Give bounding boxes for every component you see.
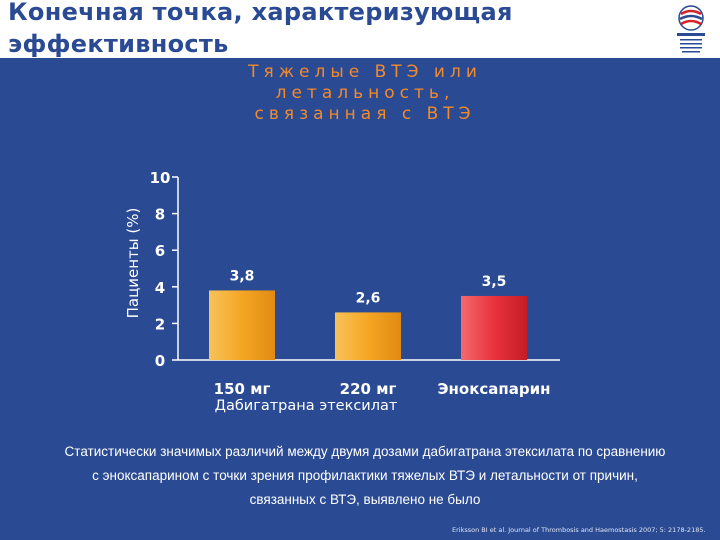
bars-group: 3,8 2,6 3,5 [209, 268, 527, 360]
conclusion-note: Статистически значимых различий между дв… [64, 444, 666, 507]
y-tick-label: 6 [155, 242, 165, 260]
bar-value-label: 3,5 [482, 274, 507, 290]
y-axis-ticks: 0 2 4 6 8 10 [150, 169, 178, 370]
y-tick-label: 4 [155, 279, 165, 297]
x-tick-label: 150 мг [214, 380, 271, 398]
x-tick-label: Эноксапарин [438, 380, 551, 398]
bar-1 [209, 290, 275, 360]
y-tick-label: 10 [150, 169, 171, 187]
bar-value-label: 2,6 [356, 290, 381, 306]
bar-3 [461, 295, 527, 360]
company-logo-icon [677, 5, 705, 53]
citation: Eriksson BI et al. Journal of Thrombosis… [452, 526, 706, 534]
bar-2 [335, 312, 401, 360]
title-bar: Конечная точка, характеризующая эффектив… [0, 0, 720, 58]
x-tick-label: 220 мг [340, 380, 397, 398]
y-axis-label: Пациенты (%) [124, 208, 142, 319]
bar-value-label: 3,8 [230, 268, 255, 284]
slide-title: Конечная точка, характеризующая эффектив… [8, 0, 513, 58]
x-axis-labels: 150 мг 220 мг Эноксапарин [214, 380, 551, 398]
chart-title: Тяжелые ВТЭ или летальность, связанная с… [248, 62, 482, 124]
y-tick-label: 0 [155, 352, 165, 370]
y-tick-label: 8 [155, 206, 165, 224]
x-group-label: Дабигатрана этексилат [215, 398, 398, 414]
y-tick-label: 2 [155, 315, 165, 333]
